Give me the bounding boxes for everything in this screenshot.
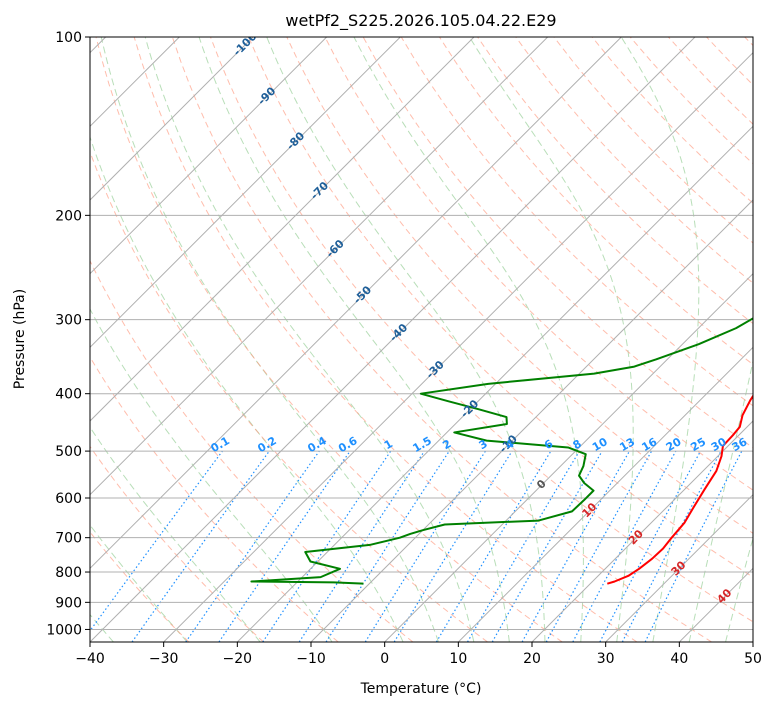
dry-adiabat-line — [90, 356, 339, 642]
moist-adiabat-line — [90, 426, 261, 642]
y-tick-label: 200 — [55, 208, 82, 224]
dry-adiabat-line — [171, 37, 712, 642]
mixing-ratio-line — [325, 450, 450, 642]
moist-adiabat-line — [620, 37, 700, 642]
isotherm-line — [384, 272, 753, 642]
isotherm-line — [531, 420, 753, 642]
dry-adiabat-line — [515, 37, 753, 284]
dry-adiabat-line — [90, 259, 414, 642]
mixing-ratio-line — [298, 450, 425, 642]
mixing-ratio-line — [90, 450, 223, 632]
y-tick-label: 800 — [55, 565, 82, 581]
mixing-ratio-line — [393, 450, 513, 642]
x-tick-label: −40 — [75, 651, 105, 667]
dry-adiabats — [90, 37, 753, 642]
moist-adiabat-line — [90, 135, 404, 642]
x-tick-label: 10 — [449, 651, 467, 667]
moist-adiabat-line — [198, 37, 510, 642]
y-tick-label: 100 — [55, 30, 82, 46]
dewpoint-line — [250, 317, 753, 585]
y-tick-label: 300 — [55, 313, 82, 329]
isotherm-line — [236, 125, 753, 642]
moist-adiabat-line — [100, 37, 439, 642]
moist-adiabat-line — [353, 37, 584, 642]
y-tick-label: 900 — [55, 595, 82, 611]
y-tick-label: 500 — [55, 444, 82, 460]
x-axis-label: Temperature (°C) — [360, 681, 482, 697]
mixing-ratio-line — [572, 450, 677, 642]
mixing-ratio-line — [185, 450, 320, 642]
moist-adiabat-line — [266, 37, 546, 642]
x-axis-ticks: −40 −30 −20 −10 0 10 20 30 40 50 — [75, 642, 762, 667]
y-axis-ticks: 1000 900 800 700 600 500 400 300 200 100 — [46, 30, 90, 638]
dry-adiabat-line — [133, 37, 638, 642]
y-tick-label: 1000 — [46, 622, 82, 638]
pressure-gridlines — [90, 37, 753, 630]
y-tick-label: 400 — [55, 387, 82, 403]
y-tick-label: 600 — [55, 491, 82, 507]
isotherm-line — [90, 37, 622, 570]
chart-title: wetPf2_S225.2026.105.04.22.E29 — [285, 11, 556, 31]
x-tick-label: −30 — [149, 651, 179, 667]
dry-adiabat-line — [90, 445, 264, 642]
profile-lines — [250, 317, 753, 585]
temperature-line — [606, 394, 753, 585]
mixing-ratio-line — [545, 450, 653, 642]
dry-adiabat-line — [210, 37, 753, 623]
x-tick-label: 20 — [523, 651, 541, 667]
x-tick-label: 40 — [670, 651, 688, 667]
dry-adiabat-line — [286, 37, 753, 534]
x-tick-label: −10 — [296, 651, 326, 667]
mixing-ratio-line — [131, 450, 270, 642]
isotherm-line — [310, 199, 753, 642]
dry-adiabat-line — [95, 37, 563, 642]
isotherm-line — [163, 51, 753, 642]
isotherm-line — [90, 37, 401, 349]
x-tick-label: −20 — [223, 651, 253, 667]
x-tick-label: 30 — [597, 651, 615, 667]
mixing-ratio-line — [262, 450, 392, 642]
moist-adiabat-line — [688, 358, 753, 642]
y-tick-label: 700 — [55, 531, 82, 547]
mixing-ratio-lines — [90, 450, 743, 642]
isotherm-line — [90, 37, 549, 496]
mixing-ratio-line — [218, 450, 351, 642]
isotherms — [90, 37, 753, 642]
isotherm-line — [457, 346, 753, 642]
mixing-ratio-line — [644, 450, 743, 642]
plot-frame — [89, 36, 754, 643]
y-axis-label: Pressure (hPa) — [12, 289, 28, 389]
isotherm-line — [90, 37, 328, 275]
dry-adiabat-line — [324, 37, 753, 491]
dry-adiabat-line — [248, 37, 753, 578]
isotherm-line — [90, 37, 696, 642]
isotherm-line — [90, 37, 475, 422]
mixing-ratio-line — [521, 450, 631, 642]
x-tick-label: 0 — [380, 651, 389, 667]
isotherm-line — [605, 493, 753, 642]
moist-adiabat-line — [90, 524, 188, 642]
isotherm-line — [90, 37, 254, 201]
x-tick-label: 50 — [744, 651, 762, 667]
moist-adiabat-line — [144, 37, 475, 642]
